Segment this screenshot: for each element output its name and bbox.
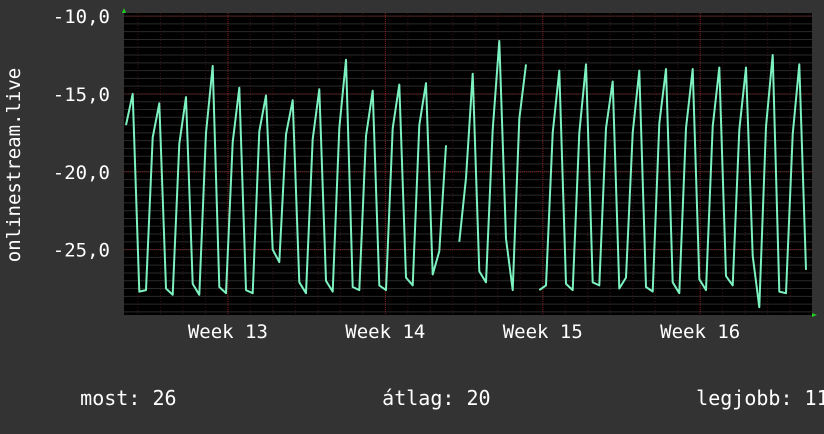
stat-best: legjobb: 11 <box>648 362 824 434</box>
stats-bar: most: 26 átlag: 20 legjobb: 11 <box>0 362 824 410</box>
stat-average-value: 20 <box>466 386 491 410</box>
series-layer <box>125 40 807 309</box>
stat-best-value: 11 <box>804 386 824 410</box>
x-tick-label: Week 13 <box>188 321 268 343</box>
stat-best-label: legjobb: <box>696 386 793 410</box>
y-tick-label: -15,0 <box>53 84 110 106</box>
x-axis-arrow-icon <box>812 313 817 317</box>
y-tick-label: -25,0 <box>53 240 110 262</box>
chart: -10,0 -15,0 -20,0 -25,0 Week 13 Week 14 Week 1… <box>3 6 817 343</box>
x-tick-label: Week 14 <box>345 321 425 343</box>
stat-current-value: 26 <box>152 386 177 410</box>
y-axis-label: onlinestream.live <box>3 68 25 262</box>
stat-current-label: most: <box>80 386 141 410</box>
stat-average-label: átlag: <box>382 386 455 410</box>
y-tick-label: -10,0 <box>53 6 110 28</box>
x-tick-label: Week 15 <box>503 321 583 343</box>
series-line <box>125 40 807 309</box>
tick-labels: -10,0 -15,0 -20,0 -25,0 Week 13 Week 14 Week 1… <box>53 6 740 343</box>
x-tick-label: Week 16 <box>660 321 740 343</box>
y-axis-arrow-icon <box>122 8 126 13</box>
stat-current: most: 26 <box>32 362 177 434</box>
y-tick-label: -20,0 <box>53 162 110 184</box>
stat-average: átlag: 20 <box>334 362 491 434</box>
